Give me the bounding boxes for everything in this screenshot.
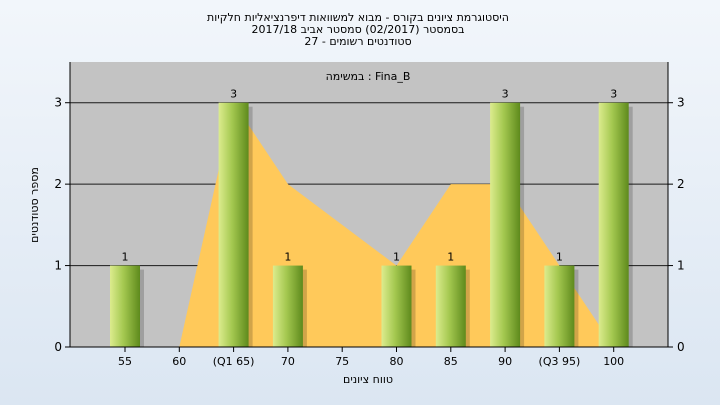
data-label-0: 1 xyxy=(122,251,129,264)
y-tick-label-left-0: 0 xyxy=(54,340,62,354)
chart-title-line-2: בסמסטר (02/2017) סמסטר אביב 2017/18 xyxy=(251,23,464,36)
data-labels: 1 3 1 1 1 3 1 3 xyxy=(122,88,618,264)
data-label-8: 1 xyxy=(556,251,563,264)
chart-title-line-3: סטודנטים רשומים - 27 xyxy=(304,35,411,48)
data-label-3: 1 xyxy=(284,251,291,264)
bar-9 xyxy=(598,102,629,347)
data-label-6: 1 xyxy=(447,251,454,264)
y-tick-label-left-2: 2 xyxy=(54,177,62,191)
x-tick-label-5: 80 xyxy=(390,355,404,368)
data-label-7: 3 xyxy=(502,88,509,101)
x-axis-title: טווח ציונים xyxy=(343,373,393,386)
x-tick-label-4: 75 xyxy=(335,355,349,368)
legend-label: במשימה : Fina_B xyxy=(326,70,411,83)
chart-title: היסטוגרמת ציונים בקורס - מבוא למשוואות ד… xyxy=(207,11,509,48)
y-tick-label-left-3: 3 xyxy=(54,96,62,110)
y-ticks: 0 0 1 1 2 2 3 3 xyxy=(54,96,684,354)
x-tick-label-3: 70 xyxy=(281,355,295,368)
y-axis-title: מספר סטודנטים xyxy=(28,167,41,243)
bar-series xyxy=(110,102,633,347)
x-tick-label-0: 55 xyxy=(118,355,132,368)
x-tick-label-6: 85 xyxy=(444,355,458,368)
x-tick-label-1: 60 xyxy=(172,355,186,368)
bar-3 xyxy=(272,265,303,347)
data-label-2: 3 xyxy=(230,88,237,101)
bar-8 xyxy=(544,265,575,347)
bar-6 xyxy=(435,265,466,347)
data-label-9: 3 xyxy=(610,88,617,101)
x-tick-label-9: 100 xyxy=(603,355,624,368)
axes xyxy=(69,62,669,348)
data-label-5: 1 xyxy=(393,251,400,264)
y-tick-label-right-2: 2 xyxy=(677,177,685,191)
bar-5 xyxy=(381,265,412,347)
x-ticks: 55 60 (Q1 65) 70 75 80 85 90 (Q3 95) 100 xyxy=(118,347,624,368)
x-tick-label-7: 90 xyxy=(498,355,512,368)
bar-7 xyxy=(490,102,521,347)
bar-2 xyxy=(218,102,249,347)
y-tick-label-right-3: 3 xyxy=(677,96,685,110)
y-tick-label-left-1: 1 xyxy=(54,259,62,273)
chart-title-line-1: היסטוגרמת ציונים בקורס - מבוא למשוואות ד… xyxy=(207,11,509,24)
x-tick-label-2: (Q1 65) xyxy=(213,355,255,368)
y-tick-label-right-0: 0 xyxy=(677,340,685,354)
x-tick-label-8: (Q3 95) xyxy=(539,355,581,368)
bar-0 xyxy=(110,265,140,347)
y-tick-label-right-1: 1 xyxy=(677,259,685,273)
